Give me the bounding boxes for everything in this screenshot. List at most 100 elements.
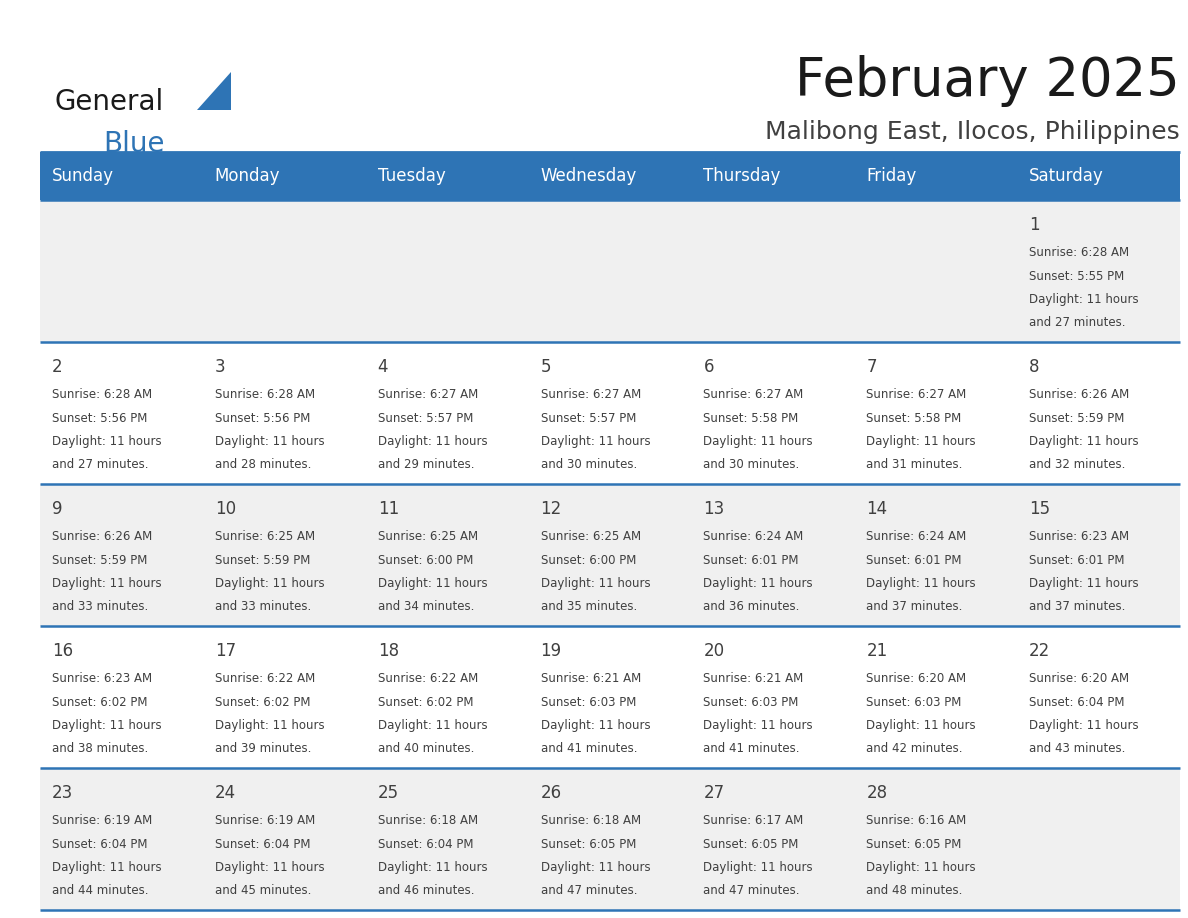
Text: Sunrise: 6:18 AM: Sunrise: 6:18 AM [378,814,478,827]
Text: 28: 28 [866,784,887,802]
Text: Sunrise: 6:25 AM: Sunrise: 6:25 AM [378,530,478,543]
Text: February 2025: February 2025 [795,55,1180,107]
Text: and 46 minutes.: and 46 minutes. [378,885,474,898]
Text: Sunrise: 6:28 AM: Sunrise: 6:28 AM [1029,246,1130,259]
Text: Sunrise: 6:26 AM: Sunrise: 6:26 AM [1029,388,1130,401]
Text: Sunset: 5:57 PM: Sunset: 5:57 PM [378,411,473,424]
Text: Daylight: 11 hours: Daylight: 11 hours [1029,435,1139,448]
Text: 2: 2 [52,358,63,376]
Text: 20: 20 [703,642,725,660]
Bar [40,768,1180,910]
Text: Sunrise: 6:26 AM: Sunrise: 6:26 AM [52,530,152,543]
Text: 23: 23 [52,784,74,802]
Text: Sunday: Sunday [52,167,114,185]
Bar [40,200,1180,342]
Text: and 28 minutes.: and 28 minutes. [215,458,311,472]
Polygon shape [197,72,230,110]
Text: and 36 minutes.: and 36 minutes. [703,600,800,613]
Text: Daylight: 11 hours: Daylight: 11 hours [215,435,324,448]
Text: and 33 minutes.: and 33 minutes. [215,600,311,613]
Text: 19: 19 [541,642,562,660]
Text: Daylight: 11 hours: Daylight: 11 hours [541,577,650,590]
Text: Sunrise: 6:22 AM: Sunrise: 6:22 AM [378,672,478,685]
Bar [40,342,1180,484]
Text: and 29 minutes.: and 29 minutes. [378,458,474,472]
Text: 4: 4 [378,358,388,376]
Text: Sunset: 6:01 PM: Sunset: 6:01 PM [866,554,962,566]
Text: 27: 27 [703,784,725,802]
Text: and 44 minutes.: and 44 minutes. [52,885,148,898]
Text: and 27 minutes.: and 27 minutes. [52,458,148,472]
Bar [40,626,1180,768]
Text: Sunrise: 6:17 AM: Sunrise: 6:17 AM [703,814,803,827]
Text: Sunset: 5:57 PM: Sunset: 5:57 PM [541,411,636,424]
Text: 8: 8 [1029,358,1040,376]
Text: and 47 minutes.: and 47 minutes. [541,885,637,898]
Text: Wednesday: Wednesday [541,167,637,185]
Text: and 35 minutes.: and 35 minutes. [541,600,637,613]
Text: Daylight: 11 hours: Daylight: 11 hours [866,719,975,732]
Text: Sunset: 6:05 PM: Sunset: 6:05 PM [866,837,961,850]
Text: Daylight: 11 hours: Daylight: 11 hours [703,719,813,732]
Text: and 39 minutes.: and 39 minutes. [215,743,311,756]
Text: Sunset: 6:04 PM: Sunset: 6:04 PM [215,837,310,850]
Text: Daylight: 11 hours: Daylight: 11 hours [52,861,162,874]
Text: 10: 10 [215,500,236,518]
Text: and 32 minutes.: and 32 minutes. [1029,458,1125,472]
Text: 16: 16 [52,642,74,660]
Text: Monday: Monday [215,167,280,185]
Text: Sunrise: 6:28 AM: Sunrise: 6:28 AM [215,388,315,401]
Text: Sunrise: 6:28 AM: Sunrise: 6:28 AM [52,388,152,401]
Text: Daylight: 11 hours: Daylight: 11 hours [52,719,162,732]
Bar [40,152,1180,200]
Text: and 27 minutes.: and 27 minutes. [1029,317,1126,330]
Text: and 31 minutes.: and 31 minutes. [866,458,962,472]
Text: Sunrise: 6:16 AM: Sunrise: 6:16 AM [866,814,967,827]
Text: Daylight: 11 hours: Daylight: 11 hours [541,719,650,732]
Text: 18: 18 [378,642,399,660]
Text: Daylight: 11 hours: Daylight: 11 hours [215,577,324,590]
Text: Sunrise: 6:25 AM: Sunrise: 6:25 AM [541,530,640,543]
Text: Daylight: 11 hours: Daylight: 11 hours [215,861,324,874]
Text: Sunset: 6:02 PM: Sunset: 6:02 PM [52,696,147,709]
Text: 1: 1 [1029,216,1040,234]
Text: Daylight: 11 hours: Daylight: 11 hours [866,577,975,590]
Text: Tuesday: Tuesday [378,167,446,185]
Text: and 30 minutes.: and 30 minutes. [703,458,800,472]
Text: Daylight: 11 hours: Daylight: 11 hours [866,861,975,874]
Text: Sunrise: 6:27 AM: Sunrise: 6:27 AM [378,388,478,401]
Text: Daylight: 11 hours: Daylight: 11 hours [215,719,324,732]
Text: Sunrise: 6:23 AM: Sunrise: 6:23 AM [52,672,152,685]
Text: Sunset: 5:58 PM: Sunset: 5:58 PM [866,411,961,424]
Text: 22: 22 [1029,642,1050,660]
Text: Daylight: 11 hours: Daylight: 11 hours [378,719,487,732]
Text: and 42 minutes.: and 42 minutes. [866,743,962,756]
Text: 14: 14 [866,500,887,518]
Text: 15: 15 [1029,500,1050,518]
Text: Sunset: 6:03 PM: Sunset: 6:03 PM [703,696,798,709]
Text: Sunset: 6:02 PM: Sunset: 6:02 PM [215,696,310,709]
Text: and 47 minutes.: and 47 minutes. [703,885,800,898]
Text: Daylight: 11 hours: Daylight: 11 hours [703,435,813,448]
Text: Sunset: 5:59 PM: Sunset: 5:59 PM [52,554,147,566]
Bar [40,484,1180,626]
Text: 5: 5 [541,358,551,376]
Text: Sunrise: 6:21 AM: Sunrise: 6:21 AM [703,672,803,685]
Text: Sunrise: 6:19 AM: Sunrise: 6:19 AM [215,814,315,827]
Text: Daylight: 11 hours: Daylight: 11 hours [378,861,487,874]
Text: Sunset: 5:59 PM: Sunset: 5:59 PM [215,554,310,566]
Text: Friday: Friday [866,167,916,185]
Text: Daylight: 11 hours: Daylight: 11 hours [378,435,487,448]
Text: Sunrise: 6:22 AM: Sunrise: 6:22 AM [215,672,315,685]
Text: 9: 9 [52,500,63,518]
Text: Sunrise: 6:27 AM: Sunrise: 6:27 AM [541,388,640,401]
Text: Sunset: 6:03 PM: Sunset: 6:03 PM [866,696,961,709]
Text: and 41 minutes.: and 41 minutes. [703,743,800,756]
Text: Sunset: 5:59 PM: Sunset: 5:59 PM [1029,411,1125,424]
Text: 11: 11 [378,500,399,518]
Text: 17: 17 [215,642,236,660]
Text: Sunset: 6:05 PM: Sunset: 6:05 PM [703,837,798,850]
Text: 13: 13 [703,500,725,518]
Text: Saturday: Saturday [1029,167,1104,185]
Text: and 37 minutes.: and 37 minutes. [866,600,962,613]
